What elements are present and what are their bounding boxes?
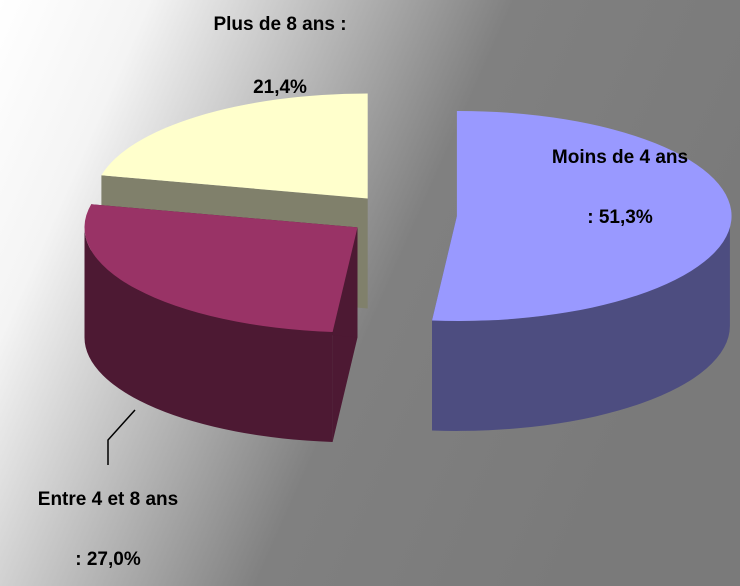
value-label: 21,4% [253,77,307,98]
slice [432,110,732,321]
category-label: Moins de 4 ans [552,147,688,168]
slice-side [84,227,333,442]
value-label: : 27,0% [75,549,141,570]
category-label: Plus de 8 ans : [213,14,346,35]
slice [84,204,358,332]
value-label: : 51,3% [587,207,653,228]
slice [101,93,368,199]
leader-line [107,409,136,465]
category-label: Entre 4 et 8 ans [38,489,178,510]
slice-side [432,216,730,431]
